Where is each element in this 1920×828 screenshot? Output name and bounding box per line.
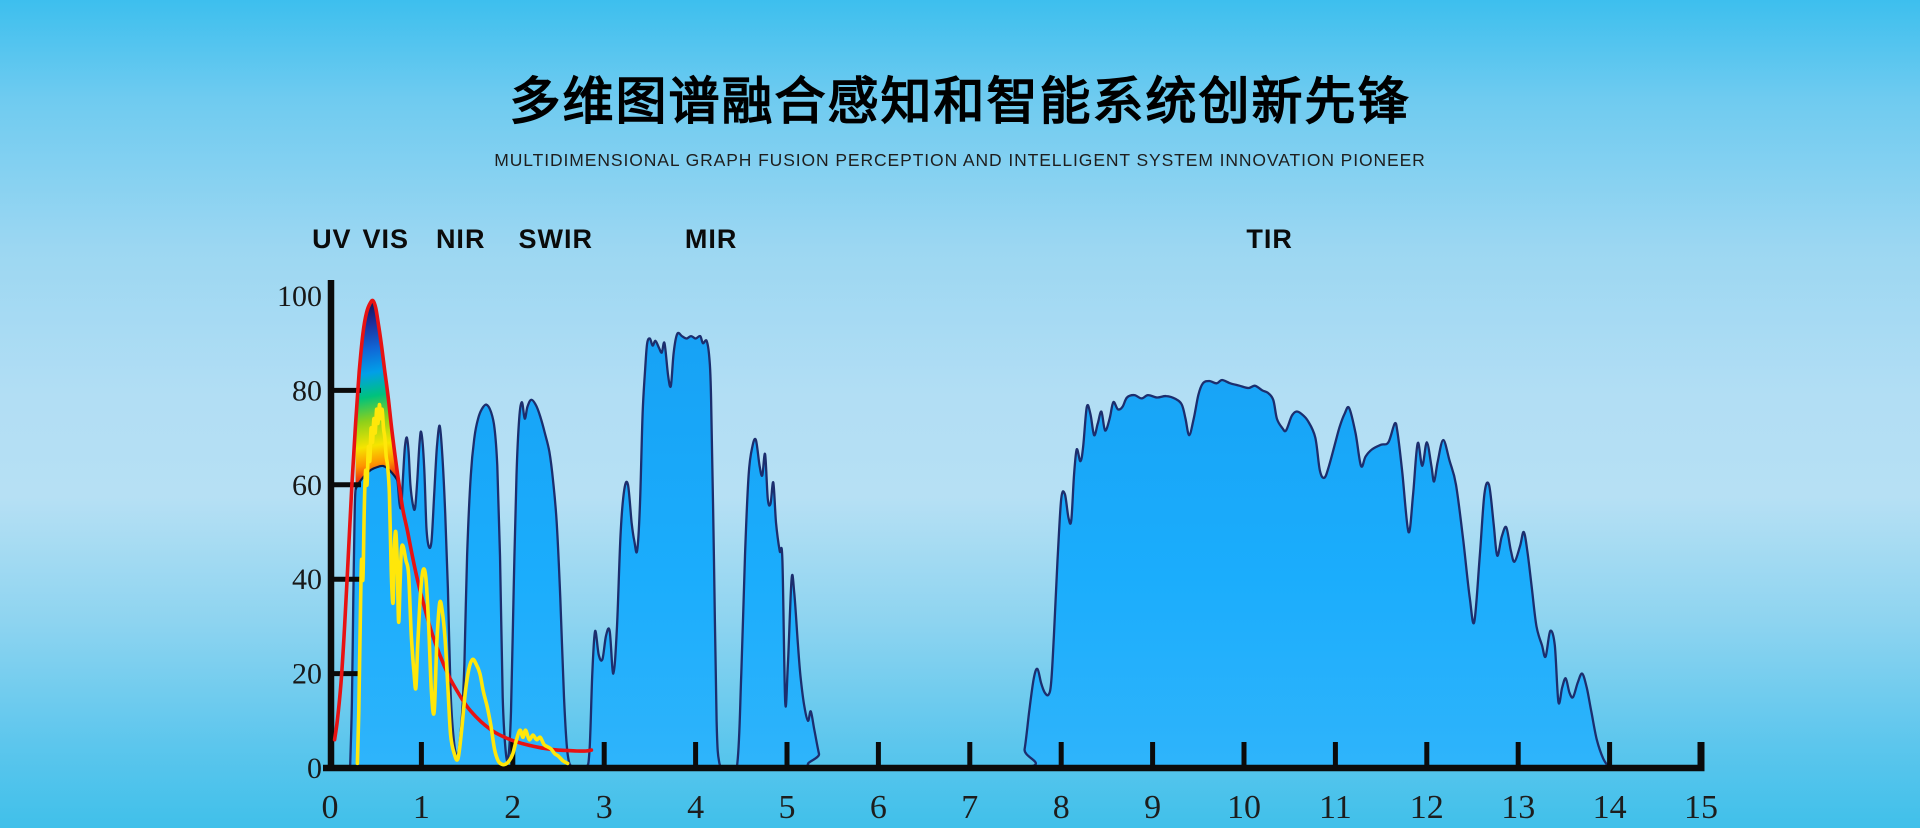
y-tick-label-100: 100 — [277, 280, 322, 313]
x-tick-label-11: 11 — [1319, 789, 1352, 826]
x-tick-label-8: 8 — [1053, 789, 1070, 826]
page-title: 多维图谱融合感知和智能系统创新先锋 — [509, 73, 1411, 130]
band-label-uv: UV — [312, 224, 352, 254]
x-tick-label-0: 0 — [322, 789, 339, 826]
solar-blackbody-curve — [332, 298, 594, 753]
band-label-nir: NIR — [436, 224, 486, 254]
x-tick-label-12: 12 — [1410, 789, 1444, 826]
x-tick-label-3: 3 — [596, 789, 613, 826]
x-tick-label-4: 4 — [687, 789, 704, 826]
ground-solar-curve — [355, 402, 570, 767]
y-tick-label-20: 20 — [292, 658, 322, 691]
x-tick-label-6: 6 — [870, 789, 887, 826]
band-label-tir: TIR — [1246, 224, 1293, 254]
y-tick-label-80: 80 — [292, 374, 322, 407]
page-subtitle: MULTIDIMENSIONAL GRAPH FUSION PERCEPTION… — [494, 150, 1426, 170]
transmission-area — [350, 332, 1610, 769]
vis-envelope-line — [354, 464, 399, 490]
x-tick-label-9: 9 — [1144, 789, 1161, 826]
x-tick-label-14: 14 — [1593, 789, 1627, 826]
x-tick-label-10: 10 — [1227, 789, 1261, 826]
transmission-outline — [348, 331, 1611, 770]
x-tick-label-13: 13 — [1501, 789, 1535, 826]
y-tick-label-40: 40 — [292, 563, 322, 596]
y-tick-label-0: 0 — [307, 752, 322, 785]
band-label-swir: SWIR — [519, 224, 594, 254]
x-tick-label-15: 15 — [1684, 789, 1718, 826]
band-label-vis: VIS — [362, 224, 409, 254]
x-tick-label-7: 7 — [961, 789, 978, 826]
band-label-mir: MIR — [685, 224, 738, 254]
x-tick-label-5: 5 — [779, 789, 796, 826]
y-tick-label-60: 60 — [292, 469, 322, 502]
x-tick-label-1: 1 — [413, 789, 430, 826]
x-tick-label-2: 2 — [504, 789, 521, 826]
